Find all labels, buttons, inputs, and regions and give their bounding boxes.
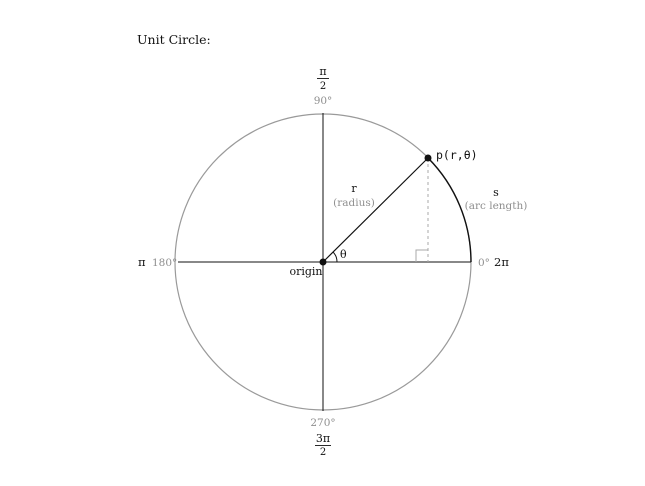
point-p (424, 154, 432, 162)
right-angle-marker (415, 249, 428, 262)
theta-label: θ (340, 248, 347, 261)
bottom-fraction-denominator: 2 (320, 447, 326, 458)
bottom-degrees-label: 270° (310, 417, 335, 429)
theta-arc (332, 251, 338, 263)
left-radians-label: π (138, 255, 146, 269)
top-fraction-denominator: 2 (320, 81, 326, 92)
radius-label: r (351, 182, 357, 195)
arc-length-label: s (493, 186, 499, 199)
diagram-title: Unit Circle: (137, 32, 211, 47)
right-radians-label: 2π (494, 255, 509, 269)
right-degrees-label: 0° (478, 257, 490, 269)
bottom-fraction-numerator: 3π (316, 432, 330, 445)
radius-line (322, 157, 429, 263)
origin-point (319, 258, 327, 266)
top-fraction-numerator: π (319, 65, 326, 78)
point-p-label: p(r,θ) (436, 148, 478, 162)
radius-sublabel: (radius) (333, 197, 375, 209)
top-degrees-label: 90° (314, 95, 333, 107)
origin-label: origin (289, 265, 322, 278)
arc-length-sublabel: (arc length) (465, 200, 528, 212)
left-degrees-label: 180° (152, 257, 177, 269)
arc-length-segment (427, 157, 472, 263)
